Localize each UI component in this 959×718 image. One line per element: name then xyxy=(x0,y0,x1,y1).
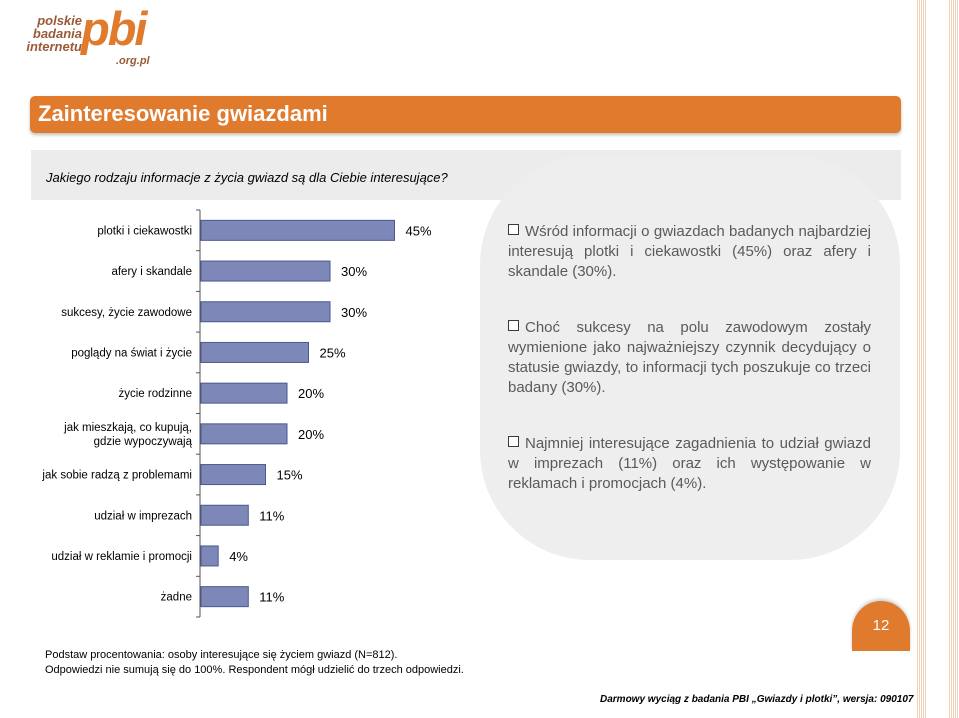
value-label: 30% xyxy=(341,305,367,320)
bullet-1: Wśród informacji o gwiazdach badanych na… xyxy=(508,222,871,282)
category-label: jak mieszkają, co kupują, gdzie wypoczywa… xyxy=(63,422,192,448)
bullet-3: Najmniej interesujące zagadnienia to udz… xyxy=(508,434,871,494)
bar xyxy=(200,504,249,526)
logo-line-3: internetu xyxy=(26,39,82,54)
bullet-2-text: Choć sukcesy na polu zawodowym zostały w… xyxy=(508,319,871,396)
bar xyxy=(200,341,309,363)
category-label: afery i skandale xyxy=(111,266,192,278)
value-label: 4% xyxy=(229,549,248,564)
category-label: życie rodzinne xyxy=(118,388,192,400)
bullet-3-text: Najmniej interesujące zagadnienia to udz… xyxy=(508,435,871,492)
bar xyxy=(200,586,249,608)
bullet-2: Choć sukcesy na polu zawodowym zostały w… xyxy=(508,318,871,398)
logo-line-2: badania xyxy=(32,26,82,41)
value-label: 20% xyxy=(298,386,324,401)
decorative-stripes-right xyxy=(949,0,958,718)
decorative-stripes-left xyxy=(917,0,926,718)
logo-domain: .org.pl xyxy=(116,55,150,67)
value-label: 20% xyxy=(298,427,324,442)
bar xyxy=(200,301,331,323)
category-label: poglądy na świat i życie xyxy=(71,347,192,359)
category-label: jak sobie radzą z problemami xyxy=(41,470,192,482)
value-label: 30% xyxy=(341,264,367,279)
logo-line-1: polskie xyxy=(37,13,82,28)
value-label: 45% xyxy=(406,223,432,238)
logo-brand: pbi xyxy=(81,2,147,55)
summary-bubble xyxy=(480,155,900,560)
page-number-tab: 12 xyxy=(852,601,910,651)
footer-note: Darmowy wyciąg z badania PBI „Gwiazdy i … xyxy=(600,694,914,705)
bar xyxy=(200,382,288,404)
value-label: 11% xyxy=(259,590,284,605)
value-label: 15% xyxy=(277,468,303,483)
checkbox-bullet-icon xyxy=(508,224,519,235)
value-label: 11% xyxy=(259,508,284,523)
sum-note: Odpowiedzi nie sumują się do 100%. Respo… xyxy=(45,664,464,676)
category-label: udział w reklamie i promocji xyxy=(51,551,192,563)
checkbox-bullet-icon xyxy=(508,320,519,331)
category-label: plotki i ciekawostki xyxy=(97,225,192,237)
bullet-1-text: Wśród informacji o gwiazdach badanych na… xyxy=(508,223,871,280)
bar xyxy=(200,545,219,567)
bar xyxy=(200,260,331,282)
category-label: udział w imprezach xyxy=(94,510,192,522)
checkbox-bullet-icon xyxy=(508,436,519,447)
value-label: 25% xyxy=(320,345,346,360)
bar xyxy=(200,219,395,241)
base-note: Podstaw procentowania: osoby interesując… xyxy=(45,649,398,661)
category-label: żadne xyxy=(161,592,192,604)
slide-title: Zainteresowanie gwiazdami xyxy=(38,101,328,126)
survey-question: Jakiego rodzaju informacje z życia gwiaz… xyxy=(46,170,448,185)
footnote: Podstaw procentowania: osoby interesując… xyxy=(45,648,464,678)
pbi-logo: polskie badania internetu pbi .org.pl xyxy=(22,2,167,78)
title-bar: Zainteresowanie gwiazdami xyxy=(30,96,901,133)
page-number: 12 xyxy=(872,617,890,634)
category-label: sukcesy, życie zawodowe xyxy=(61,307,192,319)
bar xyxy=(200,464,266,486)
bar xyxy=(200,423,288,445)
